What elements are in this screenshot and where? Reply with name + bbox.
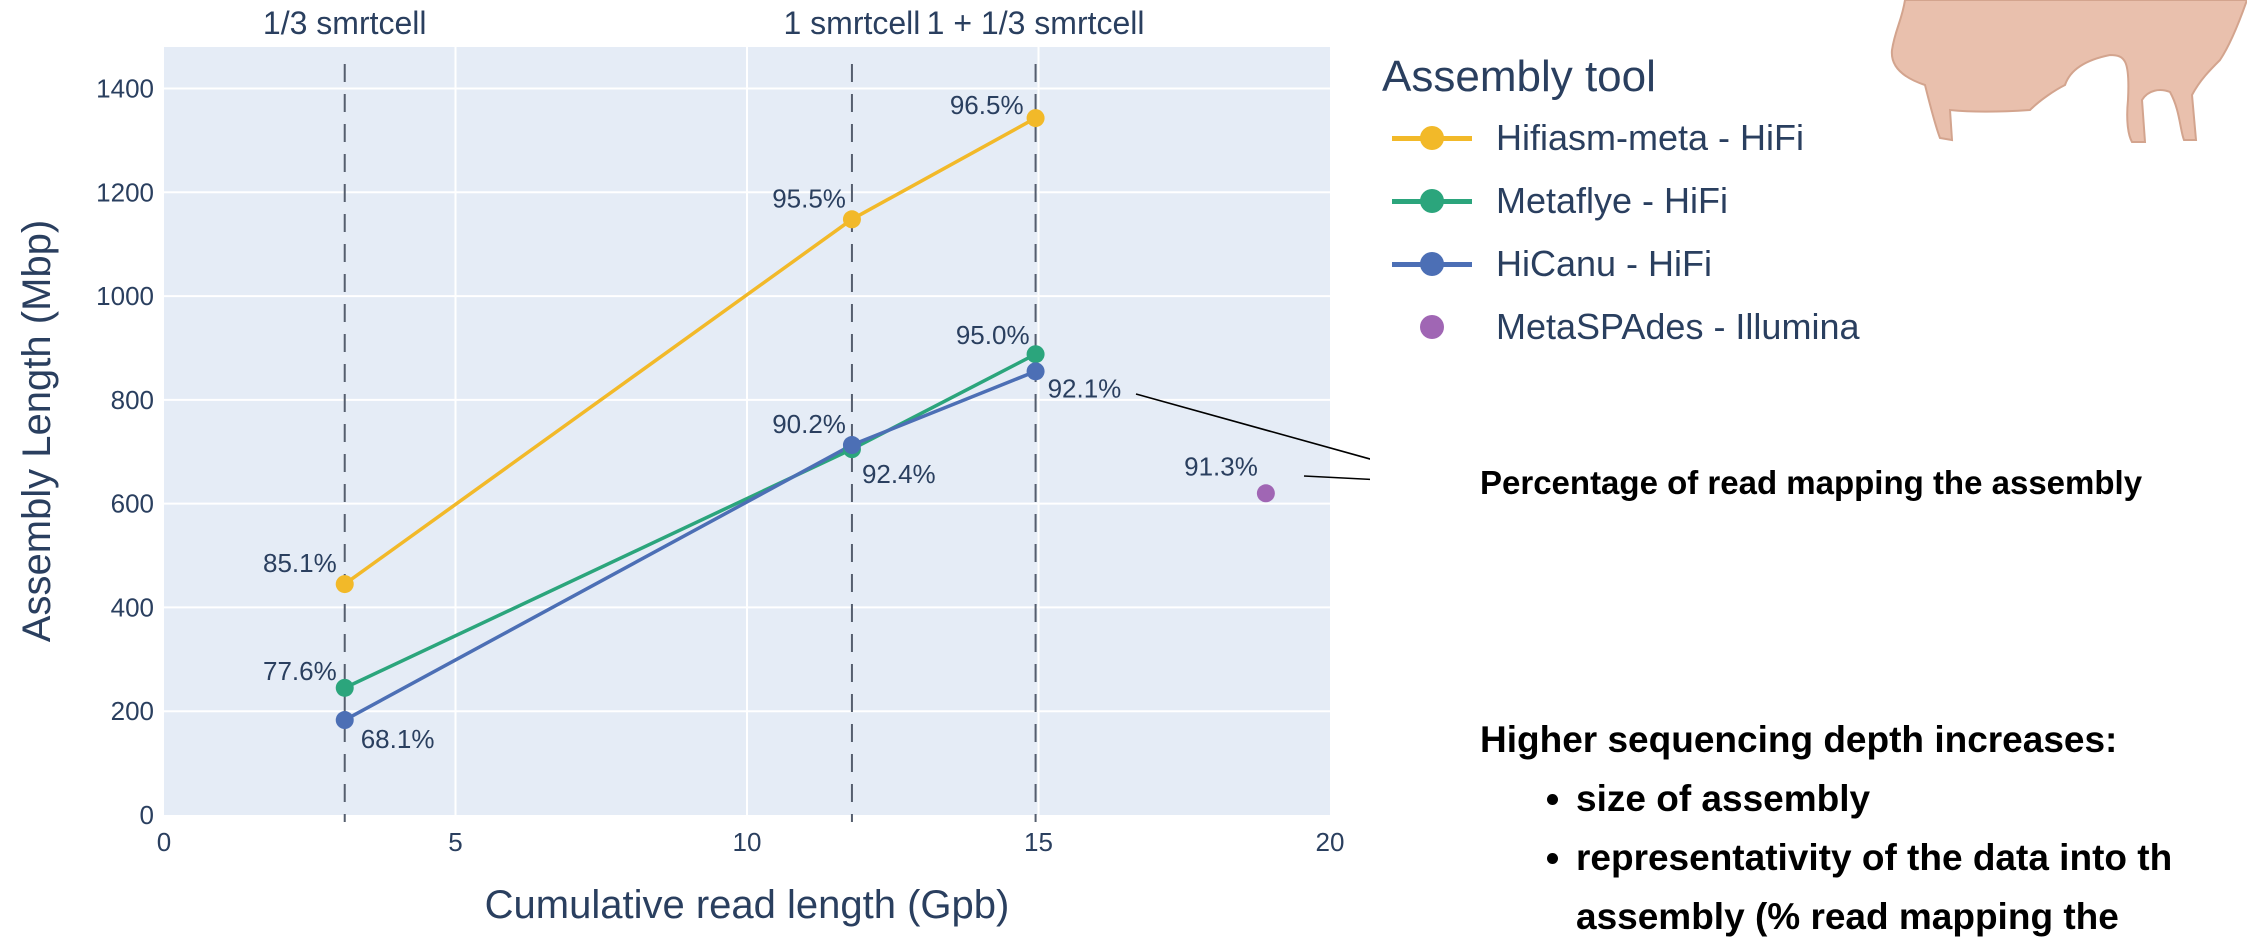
y-tick-label: 1000 (96, 281, 154, 311)
reference-line-label: 1 smrtcell (783, 5, 920, 41)
y-tick-label: 1200 (96, 177, 154, 207)
data-label: 77.6% (263, 656, 337, 686)
data-point (335, 575, 354, 594)
percentage-labels: 85.1% 95.5% 96.5% 77.6% 92.4% 95.0% 68.1% 90.2%… (263, 90, 1258, 754)
data-point (842, 210, 861, 229)
notes-bullet-1: size of assembly (1576, 769, 2172, 828)
data-label: 95.5% (772, 183, 846, 213)
data-point (1026, 345, 1045, 364)
y-tick-label: 200 (111, 696, 154, 726)
y-tick-label: 0 (140, 800, 154, 830)
y-tick-label: 400 (111, 592, 154, 622)
annotation-leader-line (1135, 393, 1370, 460)
legend-label: HiCanu - HiFi (1496, 242, 1713, 284)
notes-box: Higher sequencing depth increases: size … (1480, 710, 2172, 946)
y-axis-label: Assembly Length (Mbp) (15, 220, 59, 642)
data-point (1256, 484, 1275, 503)
reference-line-label: 1/3 smrtcell (263, 5, 427, 41)
legend-swatch-marker (1420, 251, 1444, 276)
annotation-leaders (1135, 393, 1370, 481)
legend-label: Metaflye - HiFi (1496, 179, 1729, 221)
legend-swatch (1382, 244, 1482, 284)
data-point (1026, 362, 1045, 381)
annotation-leader-line (1303, 475, 1370, 481)
x-tick-label: 20 (1316, 827, 1345, 857)
legend-item[interactable]: Hifiasm-meta - HiFi (1382, 106, 1859, 169)
legend-item[interactable]: MetaSPAdes - Illumina (1382, 295, 1859, 358)
notes-bullet-3: assembly (% read mapping the (1576, 896, 2119, 937)
legend-swatch-marker (1420, 188, 1444, 213)
legend-swatch-marker (1420, 125, 1444, 150)
legend-swatch (1382, 118, 1482, 158)
data-label: 85.1% (263, 548, 337, 578)
data-label: 92.4% (862, 459, 936, 489)
notes-list: size of assembly representativity of the… (1480, 769, 2172, 946)
notes-bullet-2: representativity of the data into th (1576, 828, 2172, 887)
pig-illustration (1890, 0, 2247, 143)
data-label: 96.5% (950, 90, 1024, 120)
x-tick-label: 5 (448, 827, 462, 857)
legend-swatch-marker (1420, 314, 1444, 339)
data-point (842, 436, 861, 455)
x-tick-label: 15 (1024, 827, 1053, 857)
y-tick-label: 1400 (96, 74, 154, 104)
legend-title: Assembly tool (1382, 52, 1656, 101)
legend-item[interactable]: HiCanu - HiFi (1382, 232, 1859, 295)
assembly-length-chart: 1/3 smrtcell 1 smrtcell 1 + 1/3 smrtcell 8… (15, 5, 1370, 927)
legend-swatch (1382, 181, 1482, 221)
series-points (335, 109, 1275, 730)
data-point (335, 711, 354, 730)
legend-item[interactable]: Metaflye - HiFi (1382, 169, 1859, 232)
axis-ticks: 0 200 400 600 800 1000 1200 1400 0 5 10 15 20 (96, 74, 1344, 857)
legend-label: MetaSPAdes - Illumina (1496, 305, 1860, 347)
data-label: 91.3% (1184, 451, 1258, 481)
data-label: 90.2% (772, 409, 846, 439)
legend: Assembly tool Hifiasm-meta - HiFi Metafly… (1382, 52, 1859, 358)
x-axis-label: Cumulative read length (Gpb) (485, 883, 1010, 927)
x-tick-label: 0 (157, 827, 171, 857)
legend-swatch (1382, 307, 1482, 347)
reference-line-label: 1 + 1/3 smrtcell (927, 5, 1145, 41)
data-point (1026, 109, 1045, 128)
annotation-label: Percentage of read mapping the assembly (1480, 464, 2143, 501)
legend-items: Hifiasm-meta - HiFi Metaflye - HiFi HiCanu… (1382, 106, 1859, 358)
y-tick-label: 800 (111, 385, 154, 415)
data-label: 68.1% (361, 724, 435, 754)
notes-heading: Higher sequencing depth increases: (1480, 719, 2118, 760)
x-tick-label: 10 (733, 827, 762, 857)
data-label: 92.1% (1048, 373, 1122, 403)
data-label: 95.0% (956, 320, 1030, 350)
y-tick-label: 600 (111, 489, 154, 519)
legend-label: Hifiasm-meta - HiFi (1496, 116, 1805, 158)
data-point (335, 678, 354, 697)
